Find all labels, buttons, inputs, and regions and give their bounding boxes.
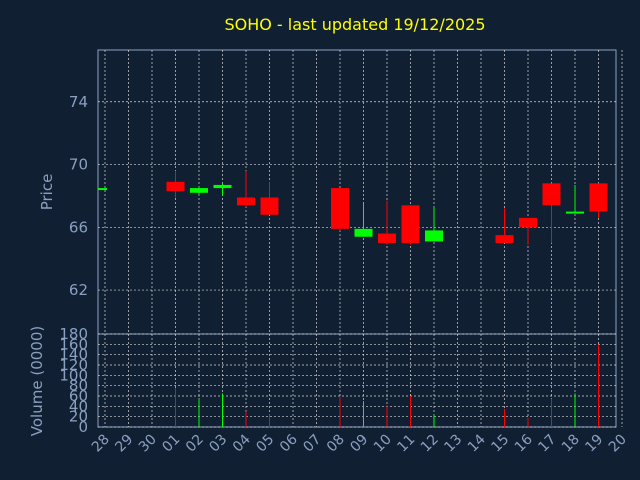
chart-title: SOHO - last updated 19/12/2025	[224, 15, 485, 34]
day-tick-label: 10	[371, 432, 395, 456]
volume-tick-label: 160	[59, 335, 88, 353]
day-tick-label: 15	[488, 432, 512, 456]
volume-tick-label: 40	[69, 397, 88, 415]
price-tick-label: 70	[69, 156, 88, 174]
volume-tick-label: 0	[78, 418, 88, 436]
candle-body	[331, 188, 349, 229]
candle-body	[237, 197, 255, 206]
candle-body	[378, 233, 396, 243]
day-tick-label: 18	[559, 432, 583, 456]
candle-body	[190, 188, 208, 193]
day-tick-label: 16	[512, 431, 536, 455]
price-axis-label: Price	[38, 174, 56, 211]
day-tick-label: 12	[418, 432, 442, 456]
volume-tick-label: 180	[59, 325, 88, 343]
day-tick-label: 17	[535, 432, 559, 456]
volume-tick-label: 140	[59, 346, 88, 364]
volume-tick-label: 80	[69, 377, 88, 395]
day-tick-label: 05	[253, 432, 277, 456]
candle-body	[354, 228, 373, 237]
price-tick-label: 74	[69, 93, 88, 111]
volume-plot-area	[97, 333, 617, 428]
volume-bars	[175, 344, 599, 427]
day-tick-label: 06	[277, 431, 301, 455]
price-tick-label: 66	[69, 218, 88, 236]
price-tick-label: 62	[69, 281, 88, 299]
candle-body	[566, 211, 584, 214]
day-tick-label: 30	[136, 432, 160, 456]
candle-body	[425, 230, 443, 242]
day-tick-label: 07	[300, 432, 324, 456]
candle-body	[519, 217, 537, 228]
candle-body	[213, 184, 232, 189]
candle-body	[260, 197, 279, 215]
candle-body	[166, 181, 185, 192]
day-tick-label: 14	[465, 431, 489, 455]
day-tick-label: 04	[230, 431, 254, 455]
day-tick-label: 09	[347, 432, 371, 456]
day-tick-label: 13	[441, 432, 465, 456]
volume-tick-label: 20	[69, 408, 88, 426]
day-tick-label: 01	[159, 432, 183, 456]
day-axis-ticks: 28 29 30 01 02 03 04 05 06 07 08 09 10 11 12 13 14 15 16 17…	[89, 431, 630, 455]
day-tick-label: 19	[582, 432, 606, 456]
candlesticks	[98, 170, 608, 245]
candle-body	[98, 188, 107, 191]
day-tick-label: 29	[112, 432, 136, 456]
candle-body	[589, 183, 608, 212]
day-tick-label: 20	[606, 432, 630, 456]
day-tick-label: 02	[183, 432, 207, 456]
day-tick-label: 28	[89, 432, 113, 456]
volume-tick-label: 60	[69, 387, 88, 405]
price-axis-ticks: 62 66 70 74	[69, 93, 88, 299]
volume-tick-label: 100	[59, 366, 88, 384]
volume-gridlines	[98, 333, 623, 428]
volume-tick-label: 120	[59, 356, 88, 374]
day-tick-label: 03	[206, 432, 230, 456]
volume-axis-label: Volume (0000)	[28, 326, 46, 436]
candle-body	[542, 183, 561, 206]
candle-body	[495, 235, 514, 243]
day-tick-label: 08	[324, 432, 348, 456]
day-axis-label: Day	[334, 460, 362, 476]
candle-body	[401, 205, 420, 243]
day-tick-label: 11	[394, 432, 418, 456]
